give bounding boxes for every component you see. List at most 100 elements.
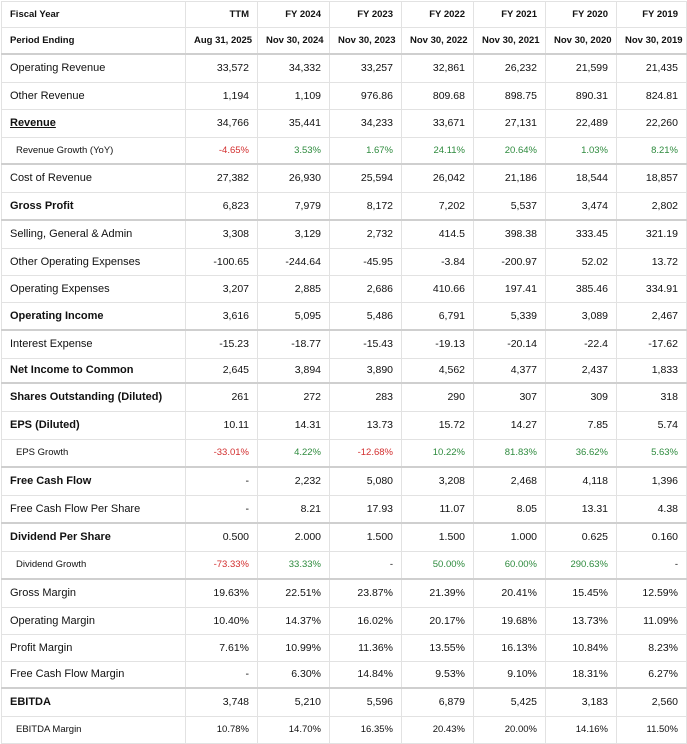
row-value: -20.14 <box>473 329 546 359</box>
row-value: 3,308 <box>185 219 258 249</box>
year-header: FY 2019 <box>616 1 687 28</box>
row-label: Cost of Revenue <box>1 163 186 193</box>
row-label-text: Operating Revenue <box>10 62 106 75</box>
row-value: - <box>185 660 258 689</box>
table-row-free-cash-flow-per-share: Free Cash Flow Per Share -8.21 17.93 11.07 8… <box>1 494 687 524</box>
row-value: 309 <box>545 382 617 412</box>
row-value: 19.63% <box>185 578 258 608</box>
row-value: 3,616 <box>185 301 258 331</box>
row-value: 290 <box>401 382 474 412</box>
table-row-ebitda: EBITDA 3,748 5,210 5,596 6,879 5,425 3,183 2,56… <box>1 687 687 717</box>
row-value: 33,671 <box>401 108 474 138</box>
row-value: 18,544 <box>545 163 617 193</box>
row-value: 10.78% <box>185 715 258 744</box>
row-value: 35,441 <box>257 108 330 138</box>
row-value: 8.05 <box>473 494 546 524</box>
row-value: 3,474 <box>545 191 617 221</box>
row-label: Operating Margin <box>1 606 186 635</box>
table-row-free-cash-flow: Free Cash Flow -2,232 5,080 3,208 2,468 4,118… <box>1 466 687 496</box>
row-label-text: Other Revenue <box>10 89 85 102</box>
row-label: EBITDA Margin <box>1 715 186 744</box>
row-value: 4.22% <box>257 438 330 468</box>
row-value: 25,594 <box>329 163 402 193</box>
table-row-other-revenue: Other Revenue 1,194 1,109 976.86 809.68 898.7… <box>1 81 687 110</box>
row-value: 33,257 <box>329 53 402 83</box>
row-value: -200.97 <box>473 247 546 276</box>
row-value: 1,194 <box>185 81 258 110</box>
row-value: 21,186 <box>473 163 546 193</box>
row-value: 3,207 <box>185 274 258 303</box>
row-value: 32,861 <box>401 53 474 83</box>
row-value: -73.33% <box>185 550 258 580</box>
row-value: 0.500 <box>185 522 258 552</box>
table-row-operating-income: Operating Income 3,616 5,095 5,486 6,791 5,33… <box>1 301 687 331</box>
row-value: 9.10% <box>473 660 546 689</box>
table-row-dividend-growth: Dividend Growth -73.33% 33.33% -50.00% 60.00… <box>1 550 687 580</box>
row-label-text: Free Cash Flow <box>10 475 92 488</box>
row-value: 6,823 <box>185 191 258 221</box>
row-value: 3,208 <box>401 466 474 496</box>
row-value: 2.000 <box>257 522 330 552</box>
table-row-gross-profit: Gross Profit 6,823 7,979 8,172 7,202 5,537 3,4… <box>1 191 687 221</box>
row-value: 33,572 <box>185 53 258 83</box>
row-value: 14.31 <box>257 410 330 440</box>
row-value: 3,129 <box>257 219 330 249</box>
table-row-operating-revenue: Operating Revenue 33,572 34,332 33,257 32,86… <box>1 53 687 83</box>
row-label: Interest Expense <box>1 329 186 359</box>
period-header: Nov 30, 2019 <box>616 27 687 55</box>
row-value: 2,467 <box>616 301 687 331</box>
row-label-text: Shares Outstanding (Diluted) <box>10 391 163 404</box>
row-label-text[interactable]: Revenue <box>10 117 56 129</box>
row-value: 3,089 <box>545 301 617 331</box>
row-value: - <box>329 550 402 580</box>
row-value: 2,560 <box>616 687 687 717</box>
row-value: 283 <box>329 382 402 412</box>
row-value: 21,435 <box>616 53 687 83</box>
row-value: 14.37% <box>257 606 330 635</box>
row-value: 6.30% <box>257 660 330 689</box>
row-value: 1.000 <box>473 522 546 552</box>
row-label: Selling, General & Admin <box>1 219 186 249</box>
row-label-text: Operating Margin <box>10 614 95 627</box>
row-value: 1,109 <box>257 81 330 110</box>
row-value: -19.13 <box>401 329 474 359</box>
row-value: 13.31 <box>545 494 617 524</box>
row-value: 5,080 <box>329 466 402 496</box>
row-value: 824.81 <box>616 81 687 110</box>
row-value: 21,599 <box>545 53 617 83</box>
row-value: 8.23% <box>616 633 687 662</box>
row-value: 14.16% <box>545 715 617 744</box>
year-header: FY 2023 <box>329 1 402 28</box>
row-label-text: EBITDA Margin <box>16 724 82 735</box>
row-value: 15.45% <box>545 578 617 608</box>
row-label: EBITDA <box>1 687 186 717</box>
row-value: 20.17% <box>401 606 474 635</box>
row-value: 10.11 <box>185 410 258 440</box>
row-label: Net Income to Common <box>1 357 186 384</box>
row-value: 290.63% <box>545 550 617 580</box>
row-value: 398.38 <box>473 219 546 249</box>
row-value: 272 <box>257 382 330 412</box>
row-label: EPS (Diluted) <box>1 410 186 440</box>
row-value: 5,537 <box>473 191 546 221</box>
row-value: 14.70% <box>257 715 330 744</box>
row-value: 22.51% <box>257 578 330 608</box>
row-value: 14.84% <box>329 660 402 689</box>
row-value: 4.38 <box>616 494 687 524</box>
row-value: 36.62% <box>545 438 617 468</box>
row-value: 23.87% <box>329 578 402 608</box>
row-value: 5,339 <box>473 301 546 331</box>
row-value: 7,202 <box>401 191 474 221</box>
row-value: 16.02% <box>329 606 402 635</box>
row-value: 17.93 <box>329 494 402 524</box>
row-value: 1,396 <box>616 466 687 496</box>
row-value: 10.84% <box>545 633 617 662</box>
row-label: Free Cash Flow <box>1 466 186 496</box>
row-value: 9.53% <box>401 660 474 689</box>
row-value: 26,232 <box>473 53 546 83</box>
row-label[interactable]: Revenue <box>1 108 186 138</box>
row-label-text: EBITDA <box>10 696 51 709</box>
row-value: 1,833 <box>616 357 687 384</box>
row-label: Free Cash Flow Margin <box>1 660 186 689</box>
row-value: -33.01% <box>185 438 258 468</box>
